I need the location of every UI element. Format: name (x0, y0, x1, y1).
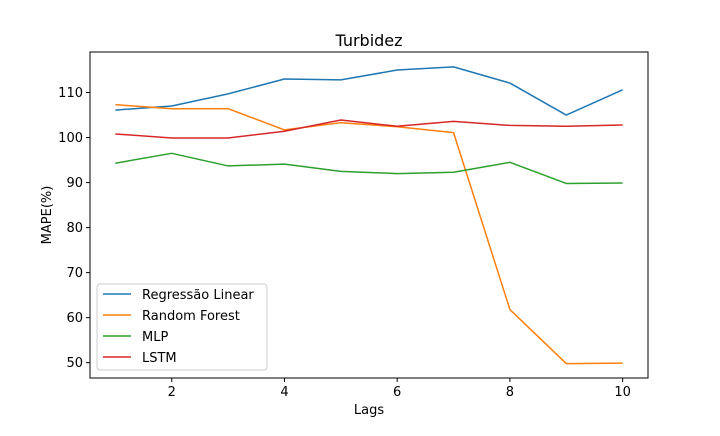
legend-items: Regressão Linear Random Forest MLP LSTM (103, 288, 254, 366)
chart-title: Turbidez (334, 31, 402, 50)
y-tick-label: 80 (66, 221, 83, 236)
legend-label-1: Random Forest (142, 309, 240, 324)
series-line-0 (115, 66, 623, 116)
x-tick-label: 8 (506, 385, 514, 400)
x-tick-label: 10 (614, 385, 631, 400)
y-axis-label: MAPE(%) (40, 186, 55, 245)
y-axis-ticks: 50 60 70 80 90 100 110 (58, 86, 90, 371)
x-axis-label: Lags (354, 403, 384, 418)
series-line-1 (115, 103, 623, 365)
x-axis-ticks: 2 4 6 8 10 (168, 378, 631, 400)
series-layer (115, 66, 623, 365)
x-tick-label: 6 (393, 385, 401, 400)
y-tick-label: 90 (66, 176, 83, 191)
y-tick-label: 70 (66, 266, 83, 281)
y-tick-label: 50 (66, 356, 83, 371)
x-tick-label: 2 (168, 385, 176, 400)
series-line-2 (115, 152, 623, 185)
y-tick-label: 60 (66, 311, 83, 326)
legend-frame (96, 283, 268, 371)
plot-area-frame (89, 51, 649, 379)
x-tick-label: 4 (280, 385, 288, 400)
legend-label-2: MLP (142, 330, 168, 345)
legend: Regressão Linear Random Forest MLP LSTM (96, 283, 268, 371)
legend-label-0: Regressão Linear (142, 288, 254, 303)
legend-label-3: LSTM (142, 351, 177, 366)
series-line-3 (115, 119, 623, 139)
y-tick-label: 110 (58, 86, 83, 101)
y-tick-label: 100 (58, 131, 83, 146)
